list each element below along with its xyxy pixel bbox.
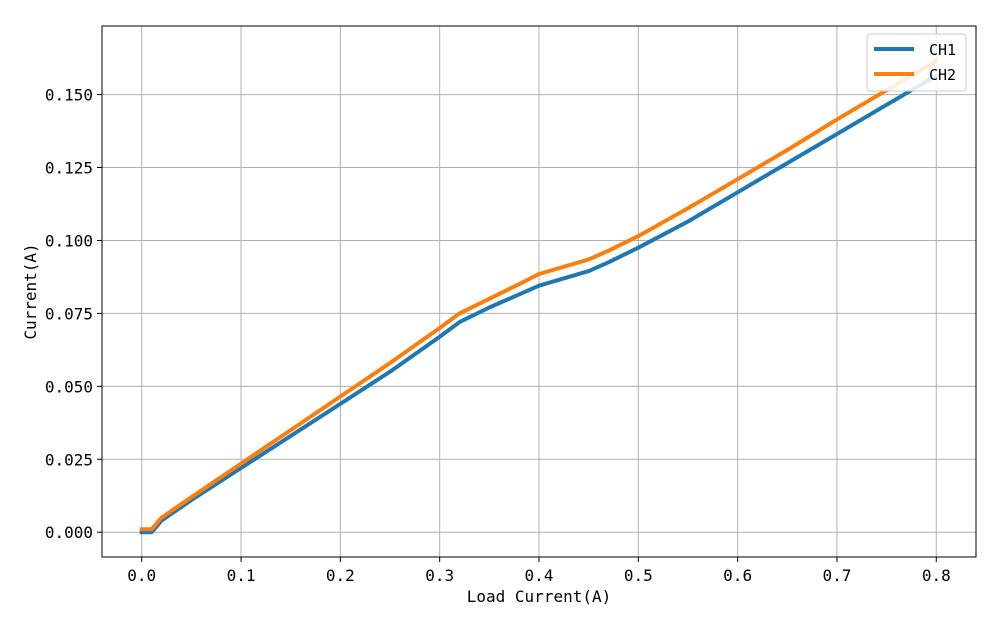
legend-label-ch1: CH1 — [929, 41, 956, 59]
x-axis-title: Load Current(A) — [467, 587, 612, 606]
y-tick-label: 0.100 — [45, 231, 93, 250]
x-tick-label: 0.5 — [624, 566, 653, 585]
grid — [102, 26, 976, 557]
y-axis: 0.000 0.025 0.050 0.075 0.100 0.125 0.150 — [45, 86, 102, 542]
x-tick-label: 0.7 — [823, 566, 852, 585]
y-axis-title: Current(A) — [21, 243, 40, 339]
x-tick-label: 0.6 — [723, 566, 752, 585]
x-tick-label: 0.3 — [425, 566, 454, 585]
y-tick-label: 0.025 — [45, 450, 93, 469]
legend-label-ch2: CH2 — [929, 66, 956, 84]
x-tick-label: 0.0 — [127, 566, 156, 585]
y-tick-label: 0.050 — [45, 377, 93, 396]
series-line-ch2 — [139, 58, 940, 532]
y-tick-label: 0.125 — [45, 159, 93, 178]
x-tick-label: 0.1 — [227, 566, 256, 585]
y-tick-label: 0.075 — [45, 304, 93, 323]
y-tick-label: 0.150 — [45, 86, 93, 105]
series-line-ch1 — [139, 72, 940, 535]
x-axis: 0.0 0.1 0.2 0.3 0.4 0.5 0.6 0.7 0.8 — [127, 557, 951, 585]
y-tick-label: 0.000 — [45, 523, 93, 542]
x-tick-label: 0.2 — [326, 566, 355, 585]
series-layer — [139, 58, 940, 535]
x-tick-label: 0.8 — [922, 566, 951, 585]
x-tick-label: 0.4 — [525, 566, 554, 585]
